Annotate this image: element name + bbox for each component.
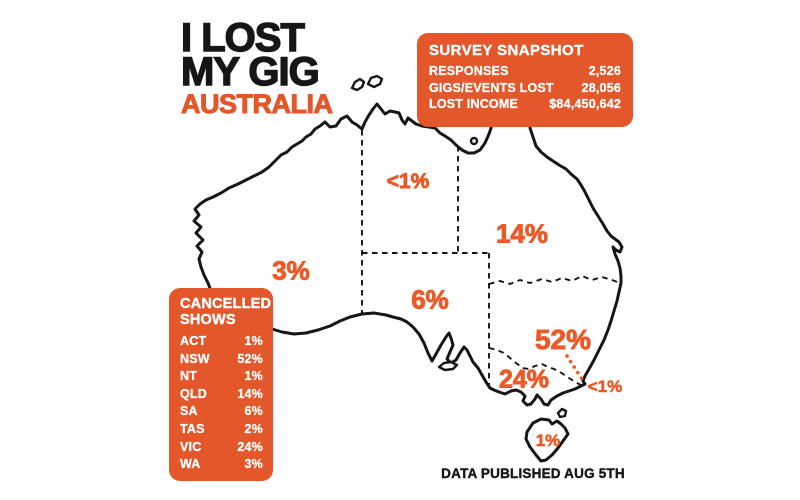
stat-label: GIGS/EVENTS LOST — [429, 80, 554, 95]
state-value: 2% — [244, 421, 263, 436]
border-nsw-vic — [488, 347, 582, 386]
stat-value: 2,526 — [588, 64, 621, 78]
bass-strait-island-icon — [556, 407, 568, 419]
map-label-sa: 6% — [411, 284, 449, 315]
state-row-act: ACT 1% — [180, 333, 263, 351]
map-label-wa: 3% — [272, 255, 310, 286]
state-value: 1% — [244, 369, 263, 384]
state-row-tas: TAS 2% — [180, 421, 263, 439]
stat-row-responses: RESPONSES 2,526 — [429, 63, 621, 80]
map-label-vic: 24% — [498, 365, 550, 394]
stat-label: LOST INCOME — [429, 97, 519, 111]
stat-row-lost-income: LOST INCOME $84,450,642 — [429, 96, 621, 113]
state-borders — [361, 130, 621, 388]
map-label-nsw: 52% — [534, 324, 592, 356]
survey-snapshot-box: SURVEY SNAPSHOT RESPONSES 2,526 GIGS/EVE… — [417, 33, 633, 127]
state-label: NT — [180, 369, 198, 384]
state-label: NSW — [180, 351, 210, 366]
act-leader-line — [565, 354, 584, 381]
kangaroo-island-icon — [437, 360, 459, 372]
border-qld-nsw — [488, 274, 621, 286]
stat-label: RESPONSES — [429, 64, 509, 78]
state-label: QLD — [180, 386, 207, 401]
state-value: 24% — [237, 439, 263, 454]
state-value: 14% — [237, 386, 263, 401]
state-label: SA — [180, 404, 198, 419]
state-row-wa: WA 3% — [180, 456, 263, 474]
state-label: VIC — [180, 439, 202, 454]
map-label-act: <1% — [587, 377, 623, 397]
gulf-island-icon — [469, 136, 479, 146]
survey-snapshot-title: SURVEY SNAPSHOT — [429, 42, 584, 59]
state-row-sa: SA 6% — [180, 403, 263, 421]
state-label: ACT — [180, 334, 207, 348]
state-value: 3% — [244, 457, 263, 472]
state-label: TAS — [180, 421, 205, 436]
state-row-qld: QLD 14% — [180, 386, 263, 404]
map-label-nt: <1% — [386, 170, 430, 194]
state-row-nt: NT 1% — [180, 368, 263, 386]
cancelled-shows-title: CANCELLED SHOWS — [180, 296, 272, 328]
australia-mainland-outline — [192, 61, 624, 407]
state-value: 52% — [237, 351, 263, 366]
state-label: WA — [180, 457, 201, 472]
stat-value: 28,056 — [581, 80, 621, 95]
state-row-nsw: NSW 52% — [180, 351, 263, 369]
map-label-qld: 14% — [495, 218, 549, 249]
cancelled-title-line-2: SHOWS — [180, 311, 236, 328]
data-published-note: DATA PUBLISHED AUG 5TH — [441, 466, 625, 481]
state-value: 6% — [244, 404, 263, 419]
cancelled-shows-box: CANCELLED SHOWS ACT 1% NSW 52% NT 1% QLD… — [169, 288, 273, 481]
page-title: I LOST MY GIG AUSTRALIA — [180, 16, 334, 119]
melville-island-icon — [366, 74, 384, 89]
stat-row-gigs-lost: GIGS/EVENTS LOST 28,056 — [429, 80, 621, 97]
title-line-1: I LOST — [180, 16, 305, 60]
stat-value: $84,450,642 — [549, 97, 621, 111]
cancelled-title-line-1: CANCELLED — [180, 296, 272, 312]
tasmania-outline — [524, 417, 570, 463]
title-line-australia: AUSTRALIA — [181, 89, 334, 119]
tiwi-island-icon — [350, 77, 366, 92]
state-row-vic: VIC 24% — [180, 439, 263, 457]
state-value: 1% — [244, 334, 263, 348]
map-label-tas: 1% — [535, 431, 561, 451]
title-line-2: MY GIG — [180, 50, 320, 94]
